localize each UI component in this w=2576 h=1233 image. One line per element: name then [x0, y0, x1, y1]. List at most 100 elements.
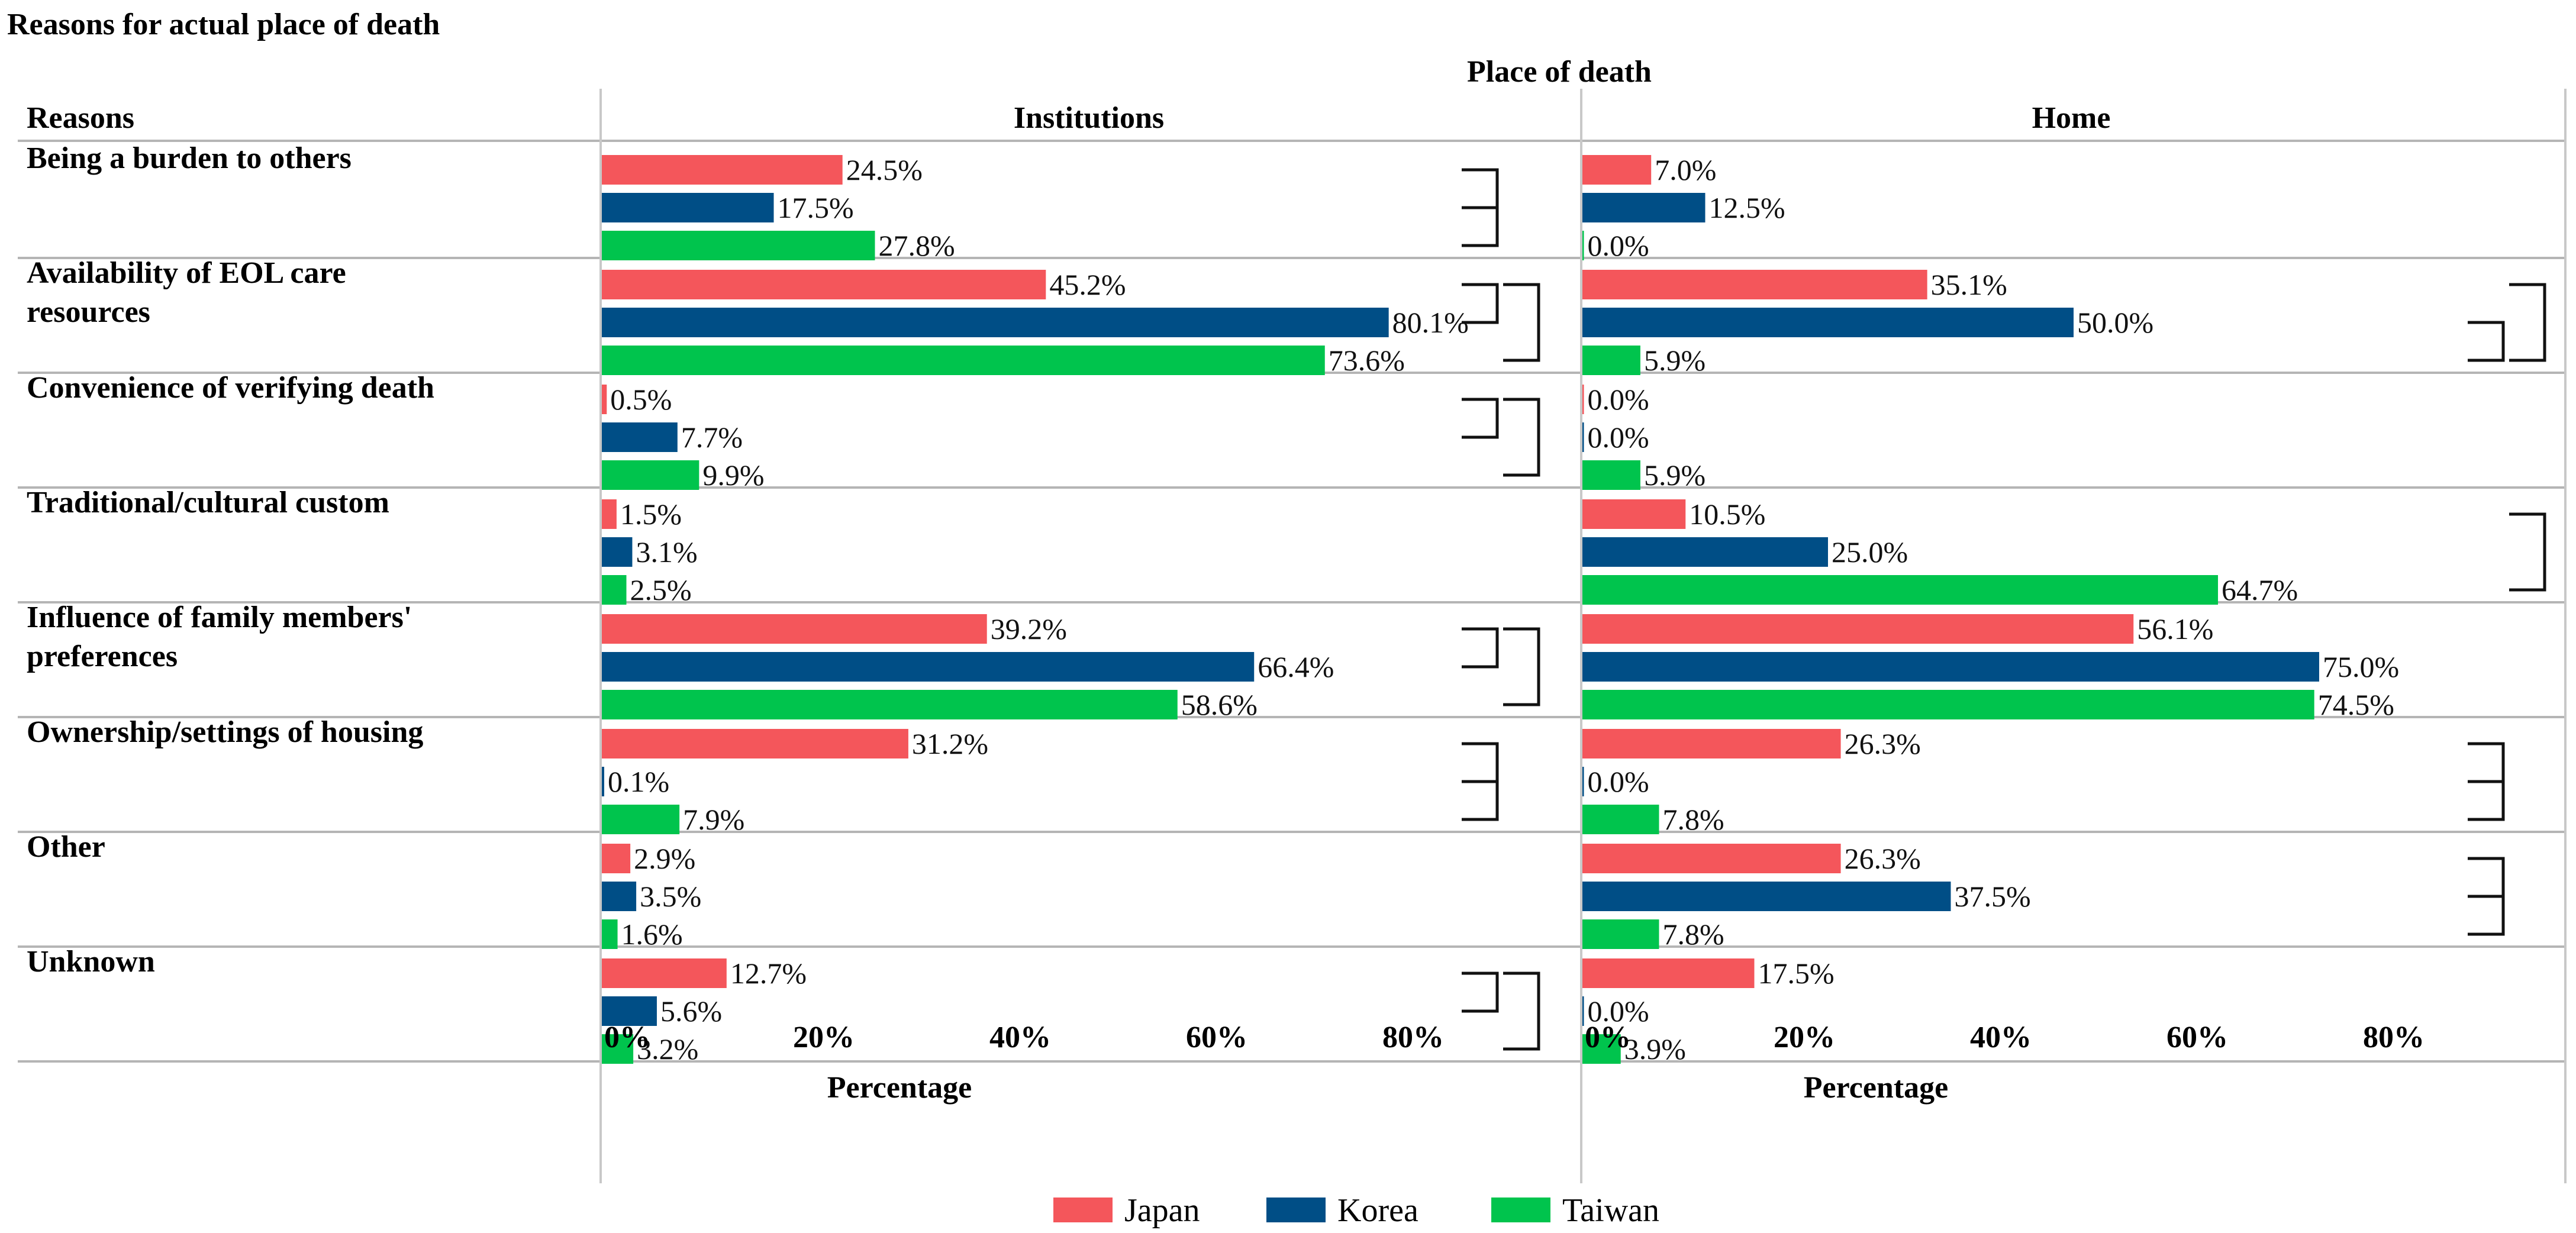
- row-label: Being a burden to others: [27, 141, 352, 175]
- data-label: 7.8%: [1662, 918, 1724, 951]
- bar-home-japan: [1582, 385, 1584, 414]
- significance-bracket: [2468, 321, 2505, 362]
- bar-institutions-taiwan: [602, 805, 680, 834]
- data-label: 5.6%: [660, 995, 722, 1028]
- data-label: 35.1%: [1931, 268, 2007, 301]
- legend-label-korea: Korea: [1337, 1192, 1418, 1229]
- chart-title: Reasons for actual place of death: [7, 8, 440, 41]
- chart-marks: Being a burden to others 24.5% 17.5% 27.8% 7…: [27, 141, 2546, 1066]
- legend-label-japan: Japan: [1124, 1192, 1200, 1229]
- data-label: 73.6%: [1329, 344, 1405, 377]
- bar-home-taiwan: [1582, 919, 1659, 949]
- bar-institutions-taiwan: [602, 231, 875, 260]
- data-label: 7.9%: [683, 803, 744, 836]
- legend-swatch-korea: [1266, 1198, 1326, 1222]
- bar-home-taiwan: [1582, 690, 2314, 719]
- bar-institutions-japan: [602, 729, 908, 758]
- row-label: Ownership/settings of housing: [27, 715, 423, 749]
- bar-institutions-korea: [602, 882, 637, 911]
- significance-bracket: [2468, 742, 2505, 783]
- data-label: 24.5%: [846, 153, 923, 186]
- bar-home-taiwan: [1582, 346, 1640, 375]
- data-label: 80.1%: [1392, 306, 1469, 339]
- data-label: 0.0%: [1588, 995, 1649, 1028]
- bar-home-taiwan: [1582, 460, 1640, 490]
- data-label: 3.1%: [636, 535, 697, 569]
- legend-swatch-japan: [1053, 1198, 1113, 1222]
- grid-lines: [18, 89, 2567, 1183]
- significance-bracket: [1462, 627, 1499, 669]
- significance-bracket: [1462, 283, 1499, 324]
- bar-institutions-korea: [602, 193, 774, 222]
- data-label: 12.5%: [1709, 191, 1785, 224]
- bar-home-taiwan: [1582, 805, 1659, 834]
- x-tick-label: 20%: [793, 1021, 855, 1054]
- bar-home-korea: [1582, 767, 1584, 796]
- x-tick-label: 80%: [1382, 1021, 1444, 1054]
- significance-bracket: [1462, 206, 1499, 247]
- data-label: 64.7%: [2222, 573, 2298, 606]
- bar-home-korea: [1582, 537, 1828, 567]
- row-label: Traditional/cultural custom: [27, 486, 389, 519]
- axes: 0% 20% 40% 60% 80% Percentage 0% 20% 40% 60% 80% Pe…: [604, 1021, 2425, 1105]
- row-label-line: resources: [27, 295, 150, 329]
- bar-home-taiwan: [1582, 575, 2219, 605]
- bar-home-japan: [1582, 844, 1841, 873]
- data-label: 50.0%: [2077, 306, 2153, 339]
- bar-institutions-taiwan: [602, 346, 1325, 375]
- data-label: 2.5%: [630, 573, 692, 606]
- data-label: 58.6%: [1181, 688, 1258, 721]
- bar-home-korea: [1582, 193, 1705, 222]
- bar-home-japan: [1582, 499, 1686, 529]
- significance-bracket: [2468, 895, 2505, 936]
- significance-bracket: [2509, 283, 2546, 362]
- bar-institutions-korea: [602, 537, 633, 567]
- bar-institutions-japan: [602, 958, 727, 988]
- x-tick-label: 60%: [2166, 1021, 2228, 1054]
- data-label: 1.6%: [621, 918, 683, 951]
- significance-bracket: [1462, 398, 1499, 439]
- row-label: Other: [27, 830, 105, 864]
- panel-title-institutions: Institutions: [1014, 101, 1164, 135]
- data-label: 45.2%: [1049, 268, 1126, 301]
- data-label: 66.4%: [1258, 650, 1334, 683]
- row-label: Unknown: [27, 945, 155, 979]
- bar-institutions-korea: [602, 308, 1389, 337]
- row-label: Influence of family members' preferences: [27, 601, 412, 673]
- bar-home-korea: [1582, 308, 2074, 337]
- row-label: Convenience of verifying death: [27, 371, 434, 405]
- data-label: 12.7%: [730, 957, 807, 990]
- significance-bracket: [1462, 168, 1499, 209]
- data-label: 7.7%: [681, 421, 743, 454]
- significance-bracket: [1503, 398, 1540, 477]
- row-label-line: Ownership/settings of housing: [27, 715, 423, 749]
- data-label: 3.2%: [637, 1032, 698, 1066]
- bar-institutions-japan: [602, 844, 631, 873]
- bar-institutions-japan: [602, 385, 607, 414]
- row-header: Reasons: [27, 101, 134, 135]
- data-label: 37.5%: [1955, 880, 2031, 913]
- bar-institutions-taiwan: [602, 460, 699, 490]
- x-axis-label: Percentage: [1804, 1071, 1948, 1105]
- data-label: 7.8%: [1662, 803, 1724, 836]
- x-tick-label: 0%: [604, 1021, 650, 1054]
- data-label: 0.0%: [1588, 421, 1649, 454]
- row-label-line: Availability of EOL care: [27, 256, 346, 290]
- bar-institutions-taiwan: [602, 1034, 634, 1064]
- bar-home-taiwan: [1582, 1034, 1621, 1064]
- data-label: 0.5%: [610, 383, 672, 416]
- row-label-line: Convenience of verifying death: [27, 371, 434, 405]
- data-label: 0.0%: [1588, 383, 1649, 416]
- significance-bracket: [2509, 512, 2546, 592]
- x-tick-label: 60%: [1186, 1021, 1247, 1054]
- data-label: 2.9%: [634, 842, 695, 875]
- row-label-line: Other: [27, 830, 105, 864]
- significance-bracket: [2468, 780, 2505, 821]
- bar-institutions-japan: [602, 614, 987, 644]
- bar-institutions-taiwan: [602, 575, 627, 605]
- bar-home-japan: [1582, 729, 1841, 758]
- x-axis-label: Percentage: [827, 1071, 972, 1105]
- data-label: 17.5%: [1758, 957, 1835, 990]
- data-label: 0.0%: [1588, 765, 1649, 798]
